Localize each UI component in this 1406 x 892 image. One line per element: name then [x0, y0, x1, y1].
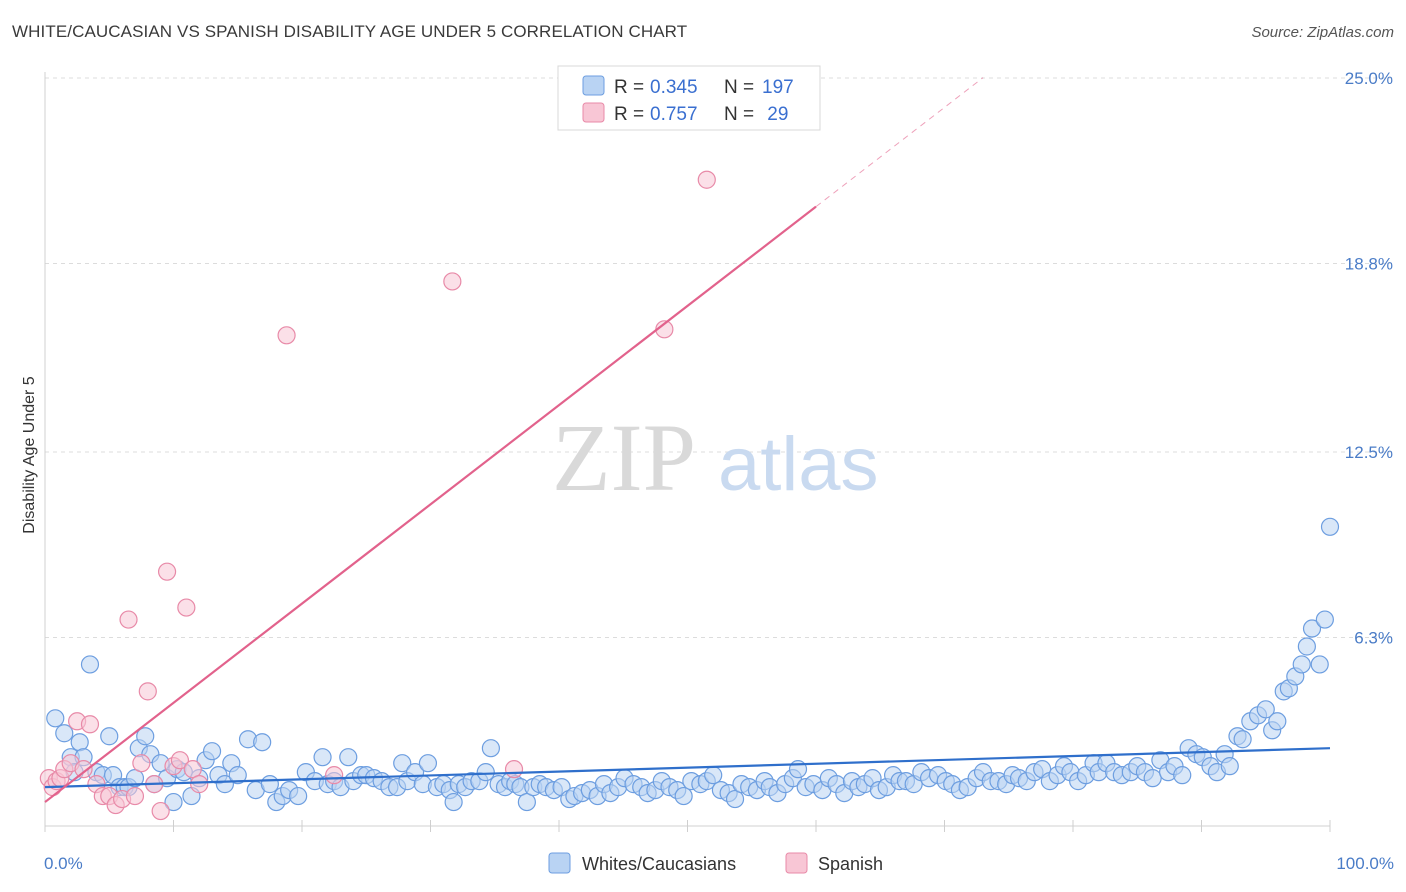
spanish-point-24 [183, 760, 202, 779]
whites-point-171 [1220, 757, 1239, 776]
whites-point-1 [55, 724, 74, 743]
whites-point-4 [70, 733, 89, 752]
series-spanish-points [39, 170, 716, 821]
legend-r-value-spanish: 0.757 [650, 104, 698, 125]
legend-r-label-whites: R = [614, 77, 644, 98]
whites-point-173 [1233, 730, 1252, 749]
whites-point-6 [80, 655, 100, 674]
source-credit: Source: ZipAtlas.com [1251, 24, 1394, 41]
y-tick-labels: 25.0% 18.8% 12.5% 6.3% [1345, 69, 1393, 648]
x-axis-ticks [44, 820, 1331, 832]
legend-n-value-spanish: 29 [762, 104, 788, 125]
spanish-point-25 [190, 775, 209, 794]
whites-point-31 [228, 766, 247, 785]
whites-point-103 [725, 789, 745, 809]
whites-point-67 [476, 763, 495, 782]
whites-point-185 [1310, 655, 1329, 674]
whites-point-68 [481, 739, 500, 758]
whites-point-164 [1173, 766, 1192, 785]
y-tick-label-0: 25.0% [1345, 69, 1393, 88]
spanish-point-29 [504, 760, 524, 779]
whites-point-186 [1315, 610, 1334, 629]
whites-trend-line [44, 747, 1331, 789]
legend-n-label-whites: N = [724, 77, 754, 98]
whites-point-46 [339, 748, 358, 767]
spanish-point-17 [138, 682, 157, 701]
whites-point-34 [253, 733, 272, 752]
whites-point-9 [100, 727, 119, 746]
spanish-point-23 [177, 598, 196, 617]
whites-point-27 [202, 742, 222, 761]
grid-lines [45, 77, 1392, 639]
whites-point-58 [418, 754, 438, 773]
y-tick-label-1: 18.8% [1345, 255, 1393, 274]
legend-n-value-whites: 197 [762, 77, 794, 98]
y-tick-label-2: 12.5% [1345, 443, 1393, 462]
trend-lines [44, 77, 1331, 803]
whites-point-16 [136, 727, 155, 746]
spanish-point-31 [697, 170, 716, 189]
whites-point-74 [517, 792, 536, 812]
bottom-legend-label-spanish: Spanish [818, 854, 883, 874]
spanish-point-28 [443, 272, 462, 291]
whites-point-14 [125, 769, 145, 788]
whites-point-21 [164, 792, 183, 812]
spanish-point-14 [119, 610, 138, 629]
spanish-point-16 [132, 754, 151, 773]
spanish-point-7 [74, 760, 93, 779]
spanish-point-8 [80, 715, 100, 734]
legend-swatch-spanish [582, 102, 605, 123]
spanish-point-27 [325, 766, 344, 785]
watermark-atlas: atlas [718, 422, 879, 507]
y-axis-label: Disability Age Under 5 [21, 376, 38, 534]
whites-point-187 [1320, 517, 1340, 536]
spanish-trend-line [44, 205, 817, 803]
whites-point-62 [444, 792, 463, 812]
legend-swatch-whites [582, 75, 605, 96]
y-tick-label-3: 6.3% [1354, 629, 1393, 648]
whites-point-35 [260, 775, 279, 794]
legend-r-label-spanish: R = [614, 104, 644, 125]
series-whites-points [46, 517, 1340, 812]
x-tick-label-min: 0.0% [44, 854, 83, 873]
whites-point-184 [1302, 619, 1322, 638]
spanish-point-20 [157, 562, 177, 581]
whites-point-42 [313, 748, 332, 767]
whites-point-176 [1256, 700, 1275, 719]
spanish-point-19 [151, 801, 170, 821]
bottom-legend-swatch-spanish [785, 852, 808, 874]
spanish-point-22 [170, 751, 190, 770]
bottom-legend: Whites/Caucasians Spanish [548, 852, 883, 874]
legend-n-label-spanish: N = [724, 104, 754, 125]
whites-point-182 [1292, 655, 1311, 674]
whites-point-160 [1143, 769, 1162, 788]
whites-point-0 [46, 709, 65, 728]
bottom-legend-label-whites: Whites/Caucasians [582, 854, 736, 874]
whites-point-39 [289, 786, 308, 806]
bottom-legend-swatch-whites [548, 852, 571, 874]
chart-title: WHITE/CAUCASIAN VS SPANISH DISABILITY AG… [12, 22, 688, 41]
whites-point-183 [1297, 637, 1316, 656]
legend-r-value-whites: 0.345 [650, 77, 698, 98]
spanish-trend-extension [815, 77, 984, 208]
whites-point-96 [674, 786, 693, 806]
whites-point-178 [1268, 712, 1287, 731]
watermark-zip: ZIP [552, 404, 696, 511]
legend-box: R = 0.345 N = 197 R = 0.757 N = 29 [557, 65, 821, 131]
whites-point-54 [393, 754, 412, 773]
spanish-point-26 [277, 326, 296, 345]
whites-point-100 [704, 766, 723, 785]
spanish-point-15 [125, 786, 145, 806]
whites-point-29 [215, 775, 234, 794]
x-tick-label-max: 100.0% [1336, 854, 1394, 873]
